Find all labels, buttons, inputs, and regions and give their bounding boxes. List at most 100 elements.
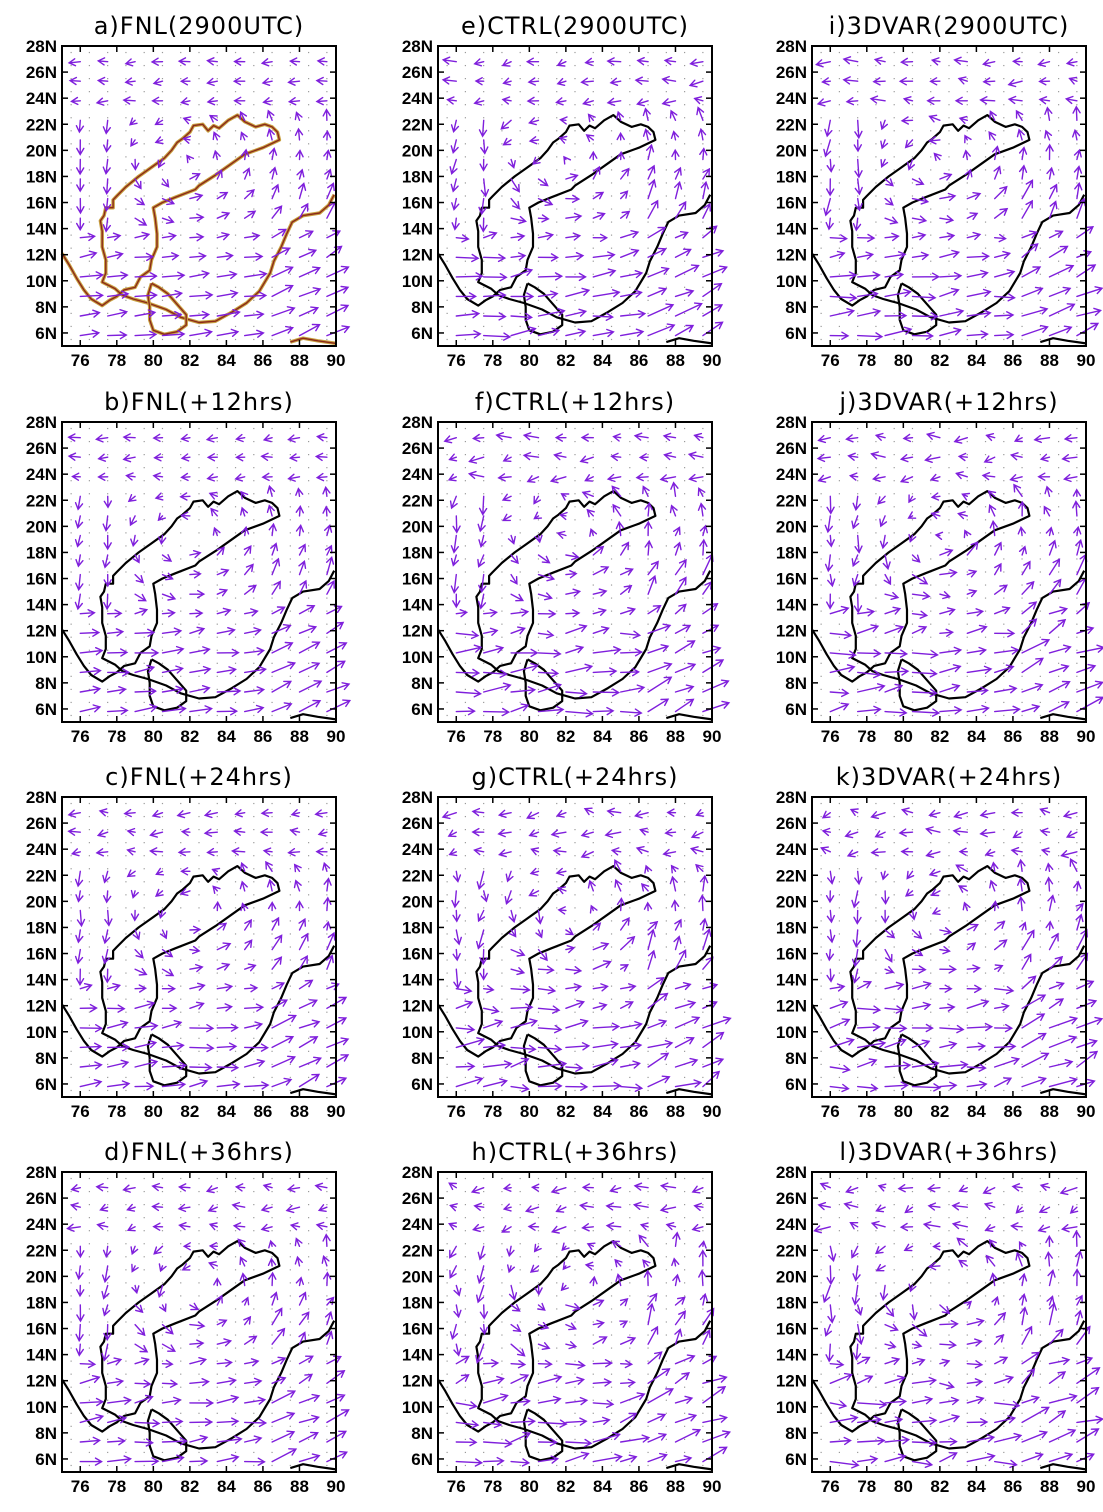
wind-vectors bbox=[820, 807, 1103, 1093]
y-tick-label: 14N bbox=[776, 596, 807, 615]
wind-vector bbox=[501, 1225, 512, 1233]
wind-vector bbox=[101, 1265, 111, 1284]
wind-vector bbox=[233, 96, 246, 105]
wind-vector bbox=[620, 1336, 637, 1345]
wind-vector bbox=[592, 328, 615, 338]
wind-vector bbox=[592, 545, 605, 556]
wind-vector bbox=[857, 980, 873, 990]
y-tick-label: 20N bbox=[26, 1267, 57, 1286]
wind-vector bbox=[674, 324, 695, 337]
wind-vector bbox=[1048, 245, 1069, 258]
wind-vector bbox=[510, 1397, 531, 1406]
wind-vector bbox=[580, 77, 594, 86]
x-tick-label: 84 bbox=[593, 1477, 612, 1496]
wind-vector bbox=[857, 1022, 881, 1032]
wind-vector bbox=[911, 177, 925, 186]
wind-vector bbox=[326, 1296, 335, 1306]
wind-vector bbox=[638, 1234, 649, 1247]
x-tick-label: 76 bbox=[71, 1477, 90, 1496]
wind-vector bbox=[884, 606, 902, 615]
x-tick-label: 78 bbox=[483, 727, 502, 746]
wind-vector bbox=[966, 999, 990, 1009]
wind-vector bbox=[981, 472, 996, 481]
wind-vector bbox=[966, 569, 978, 578]
wind-vector bbox=[1017, 895, 1026, 912]
wind-vector bbox=[189, 963, 204, 973]
x-tick-label: 86 bbox=[253, 351, 272, 370]
wind-vector bbox=[75, 573, 84, 592]
wind-vector bbox=[510, 252, 527, 261]
wind-vector bbox=[153, 1245, 164, 1255]
wind-vector bbox=[79, 1457, 104, 1466]
y-tick-label: 28N bbox=[26, 413, 57, 432]
wind-vector bbox=[1076, 1428, 1100, 1443]
wind-vector bbox=[884, 708, 908, 717]
wind-vector bbox=[592, 1432, 621, 1443]
wind-vector bbox=[102, 929, 111, 945]
wind-vector bbox=[857, 290, 879, 299]
wind-vector bbox=[1068, 76, 1078, 85]
wind-vector bbox=[989, 110, 997, 121]
wind-vector bbox=[478, 197, 487, 216]
wind-vector bbox=[674, 180, 683, 200]
wind-vector bbox=[161, 1359, 174, 1369]
wind-vector bbox=[592, 251, 616, 260]
wind-vector bbox=[455, 609, 469, 618]
wind-vector bbox=[620, 310, 647, 319]
wind-vectors bbox=[441, 807, 732, 1093]
wind-vector bbox=[957, 511, 968, 520]
wind-vector bbox=[857, 1455, 879, 1464]
x-tick-label: 84 bbox=[967, 727, 986, 746]
wind-vector bbox=[322, 505, 331, 517]
wind-vector bbox=[161, 1396, 182, 1405]
wind-vector bbox=[537, 1359, 553, 1369]
wind-vector bbox=[620, 607, 637, 616]
wind-vector bbox=[298, 662, 321, 674]
x-tick-label: 78 bbox=[857, 727, 876, 746]
wind-vector bbox=[1021, 994, 1047, 1009]
wind-vector bbox=[203, 809, 218, 819]
wind-vector bbox=[537, 231, 555, 241]
wind-vector bbox=[455, 1076, 484, 1088]
wind-vector bbox=[884, 1061, 912, 1070]
wind-vector bbox=[290, 809, 301, 818]
wind-vector bbox=[906, 870, 915, 880]
wind-vector bbox=[958, 1259, 968, 1268]
wind-vector bbox=[298, 1393, 321, 1404]
wind-vector bbox=[647, 662, 673, 674]
wind-vector bbox=[565, 1451, 590, 1463]
wind-vectors bbox=[816, 431, 1103, 717]
wind-vector bbox=[161, 1417, 184, 1426]
wind-vector bbox=[206, 473, 218, 482]
wind-vector bbox=[592, 1040, 619, 1049]
wind-vector bbox=[157, 158, 166, 169]
wind-vector bbox=[322, 485, 331, 497]
x-tick-label: 84 bbox=[967, 1102, 986, 1121]
wind-vector bbox=[962, 149, 971, 161]
wind-vector bbox=[939, 271, 963, 281]
wind-vector bbox=[75, 119, 85, 134]
wind-vector bbox=[161, 1061, 188, 1070]
wind-vector bbox=[129, 515, 138, 527]
wind-vector bbox=[510, 1044, 537, 1054]
wind-vector bbox=[674, 1372, 691, 1384]
wind-vector bbox=[988, 504, 997, 517]
wind-vector bbox=[180, 97, 191, 106]
wind-vector bbox=[620, 1359, 634, 1369]
wind-vector bbox=[565, 983, 583, 992]
wind-vector bbox=[441, 811, 457, 820]
wind-vector bbox=[1063, 473, 1078, 483]
wind-vector bbox=[592, 706, 615, 716]
wind-vector bbox=[216, 1417, 240, 1426]
wind-vector bbox=[326, 265, 350, 278]
wind-vector bbox=[857, 1356, 871, 1365]
wind-vector bbox=[134, 1039, 158, 1049]
wind-vector bbox=[502, 1203, 512, 1212]
wind-vector bbox=[152, 77, 164, 86]
wind-vector bbox=[95, 1183, 109, 1192]
x-tick-label: 80 bbox=[520, 727, 539, 746]
wind-vector bbox=[180, 433, 191, 443]
y-tick-label: 14N bbox=[776, 220, 807, 239]
wind-vector bbox=[939, 1304, 951, 1315]
wind-vector bbox=[213, 1277, 222, 1287]
